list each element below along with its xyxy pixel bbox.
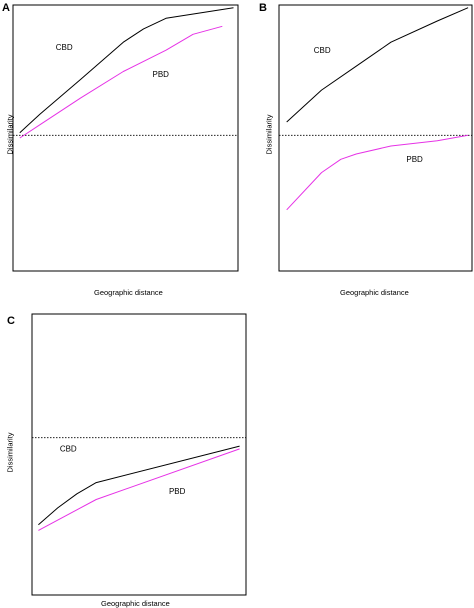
series-line-cbd-a [19, 7, 234, 134]
x-axis-label-b: Geographic distance [340, 288, 409, 297]
series-line-pbd-b [286, 134, 469, 211]
panel-letter-c: C [7, 315, 15, 327]
series-line-cbd-c [38, 445, 240, 526]
panel-letter-a: A [2, 2, 10, 14]
panel-letter-b: B [259, 2, 267, 14]
annotation-pbd-c: PBD [169, 487, 186, 496]
series-line-pbd-c [38, 448, 240, 531]
plot-frame-a [12, 4, 239, 272]
annotation-cbd-b: CBD [314, 46, 331, 55]
plot-frame-b [278, 4, 473, 272]
annotation-pbd-b: PBD [406, 155, 423, 164]
x-axis-label-a: Geographic distance [94, 288, 163, 297]
plot-frame-c [31, 313, 247, 596]
x-axis-label-c: Geographic distance [101, 599, 170, 608]
series-line-cbd-b [286, 7, 469, 123]
annotation-pbd-a: PBD [153, 70, 170, 79]
annotation-cbd-a: CBD [56, 43, 73, 52]
series-line-pbd-a [19, 25, 223, 139]
annotation-cbd-c: CBD [60, 445, 77, 454]
